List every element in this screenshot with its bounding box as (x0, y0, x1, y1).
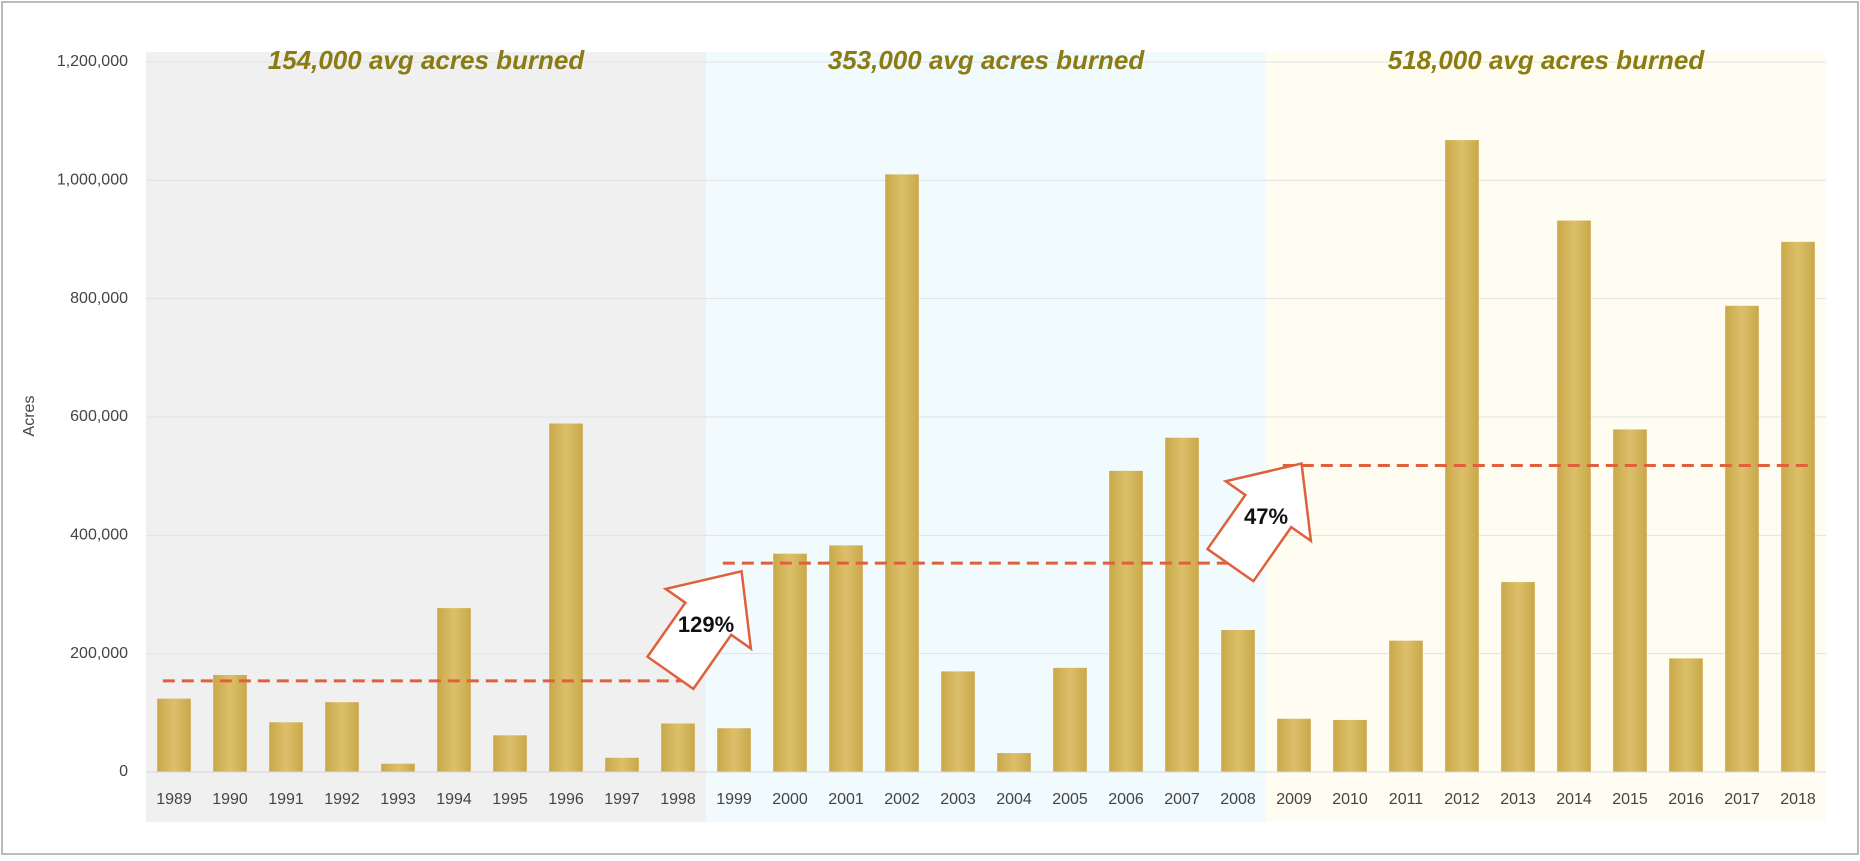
bar (325, 702, 359, 772)
bar (717, 728, 751, 772)
x-tick-label: 2005 (1052, 791, 1088, 808)
x-tick-label: 1995 (492, 791, 528, 808)
x-tick-label: 1991 (268, 791, 304, 808)
bar (1725, 306, 1759, 772)
chart: Acres 0 200,000 400,000 600,000 800,000 1,000… (0, 0, 1860, 856)
y-tick-label: 1,200,000 (57, 53, 128, 70)
bar (1277, 719, 1311, 772)
bar (1053, 668, 1087, 772)
bar (1501, 582, 1535, 772)
bar (1613, 429, 1647, 772)
bar (493, 735, 527, 772)
x-tick-label: 1993 (380, 791, 416, 808)
bar (1781, 242, 1815, 772)
y-tick-label: 400,000 (70, 527, 128, 544)
y-tick-label: 200,000 (70, 645, 128, 662)
x-tick-label: 2017 (1724, 791, 1760, 808)
bar (773, 554, 807, 772)
x-tick-label: 2018 (1780, 791, 1816, 808)
y-tick-label: 0 (119, 763, 128, 780)
bar (1557, 221, 1591, 772)
bar (381, 764, 415, 772)
x-tick-label: 1992 (324, 791, 360, 808)
page: {"chart_data": {"type": "bar", "ylabel":… (0, 0, 1860, 856)
period-label: 518,000 avg acres burned (1388, 45, 1706, 75)
bar (549, 424, 583, 772)
x-tick-label: 1989 (156, 791, 192, 808)
x-tick-label: 1990 (212, 791, 248, 808)
x-tick-label: 2010 (1332, 791, 1368, 808)
bar (661, 723, 695, 772)
x-tick-label: 2004 (996, 791, 1032, 808)
bar (605, 758, 639, 772)
bar (885, 174, 919, 772)
bar (437, 608, 471, 772)
x-tick-label: 1998 (660, 791, 696, 808)
y-tick-label: 1,000,000 (57, 172, 128, 189)
x-tick-label: 2016 (1668, 791, 1704, 808)
bar (829, 545, 863, 772)
x-tick-label: 1997 (604, 791, 640, 808)
x-tick-label: 1994 (436, 791, 472, 808)
y-axis-label: Acres (21, 396, 38, 437)
bar (213, 675, 247, 772)
x-tick-label: 2000 (772, 791, 808, 808)
period-label: 353,000 avg acres burned (828, 45, 1146, 75)
bar (1109, 471, 1143, 772)
increase-label: 129% (678, 612, 734, 637)
bar (1221, 630, 1255, 772)
x-tick-label: 2013 (1500, 791, 1536, 808)
y-tick-label: 600,000 (70, 408, 128, 425)
bar (1669, 658, 1703, 772)
bar (269, 722, 303, 772)
x-tick-label: 2011 (1389, 791, 1424, 808)
x-tick-label: 2001 (828, 791, 864, 808)
x-tick-label: 2008 (1220, 791, 1256, 808)
x-tick-label: 2002 (884, 791, 920, 808)
bar (1445, 140, 1479, 772)
bar (997, 753, 1031, 772)
x-tick-label: 1996 (548, 791, 584, 808)
bar (1165, 438, 1199, 772)
x-tick-label: 2009 (1276, 791, 1312, 808)
bar (1333, 720, 1367, 772)
period-label: 154,000 avg acres burned (268, 45, 586, 75)
x-tick-label: 1999 (716, 791, 752, 808)
x-tick-label: 2006 (1108, 791, 1144, 808)
x-tick-label: 2007 (1164, 791, 1200, 808)
x-tick-label: 2015 (1612, 791, 1648, 808)
x-tick-label: 2003 (940, 791, 976, 808)
x-tick-label: 2012 (1444, 791, 1480, 808)
bar (941, 671, 975, 772)
x-tick-label: 2014 (1556, 791, 1592, 808)
y-tick-label: 800,000 (70, 290, 128, 307)
increase-label: 47% (1244, 504, 1288, 529)
bar (1389, 641, 1423, 772)
bar (157, 699, 191, 772)
